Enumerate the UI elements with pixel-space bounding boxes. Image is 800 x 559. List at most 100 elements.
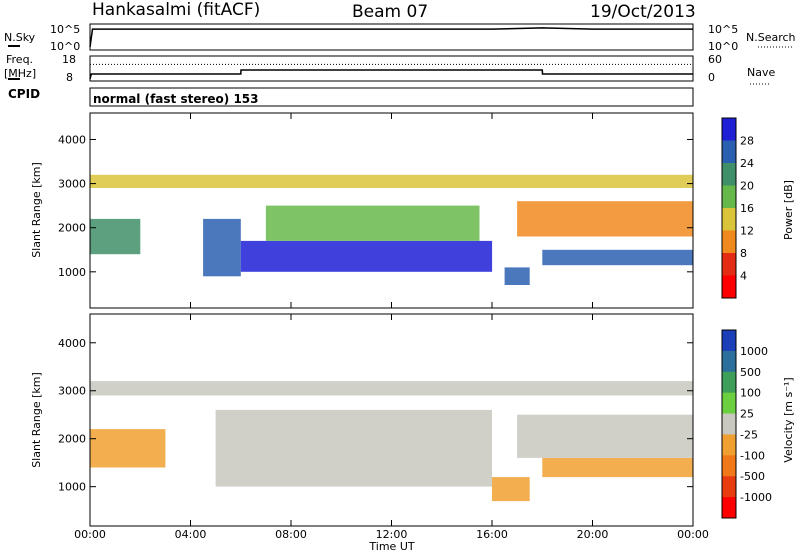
velocity-cbar-label: Velocity [m s⁻¹]: [782, 377, 795, 462]
noise-panel: N.Sky 10^5 10^0 10^5 10^0 N.Search: [4, 23, 796, 53]
nsky-series-line: [89, 27, 693, 48]
time-axis-ticks: 00:00 04:00 08:00 12:00 16:00 20:00 00:00: [74, 113, 709, 541]
nsky-label: N.Sky: [4, 31, 36, 44]
data-region: [504, 267, 530, 285]
colorbar-swatch: [722, 185, 736, 209]
data-region: [90, 218, 141, 255]
x-tick-label: 04:00: [175, 528, 207, 541]
freq-right-tick-top: 60: [708, 53, 722, 66]
y-tick-label: 2000: [58, 222, 86, 235]
y-tick-label: 2000: [58, 433, 86, 446]
power-cbar-label: Power [dB]: [782, 180, 795, 240]
freq-series-line: [89, 69, 693, 80]
nsearch-label: N.Search: [746, 31, 796, 44]
x-tick-label: 16:00: [476, 528, 508, 541]
velocity-ylabel: Slant Range [km]: [30, 372, 43, 468]
noise-left-tick-top: 10^5: [50, 23, 80, 36]
data-region: [492, 477, 530, 502]
data-region: [265, 205, 480, 241]
power-ylabel: Slant Range [km]: [30, 162, 43, 258]
noise-left-tick-bottom: 10^0: [50, 40, 80, 53]
colorbar-swatch: [722, 455, 736, 477]
colorbar-swatch: [722, 163, 736, 186]
data-region: [215, 409, 492, 487]
data-region: [90, 174, 693, 188]
y-tick-label: 1000: [58, 481, 86, 494]
freq-label: Freq.: [6, 53, 33, 66]
x-tick-label: 08:00: [275, 528, 307, 541]
power-yticks: 4000 3000 2000 1000: [58, 133, 693, 279]
power-data-cells: [90, 174, 694, 285]
colorbar-swatch: [722, 434, 736, 456]
y-tick-label: 3000: [58, 385, 86, 398]
colorbar-swatch: [722, 230, 736, 254]
data-region: [90, 429, 166, 468]
colorbar-tick-label: 25: [740, 408, 754, 421]
colorbar-tick-label: -25: [740, 428, 758, 441]
data-region: [203, 218, 241, 277]
colorbar-tick-label: 100: [740, 387, 761, 400]
colorbar-swatch: [722, 275, 736, 299]
freq-panel: Freq. [MHz] 18 8 60 0 Nave: [4, 53, 775, 85]
colorbar-swatch: [722, 497, 736, 519]
data-region: [542, 457, 694, 478]
data-region: [240, 240, 493, 272]
x-tick-label: 20:00: [577, 528, 609, 541]
colorbar-swatch: [722, 208, 736, 231]
colorbar-tick-label: -1000: [740, 491, 772, 504]
velocity-yticks: 4000 3000 2000 1000: [58, 337, 693, 494]
cpid-text: normal (fast stereo) 153: [93, 92, 259, 106]
freq-panel-frame: [89, 55, 694, 82]
beam-title: Beam 07: [352, 2, 428, 22]
data-region: [517, 414, 693, 458]
time-axis-label: Time UT: [368, 540, 414, 553]
colorbar-tick-label: 500: [740, 366, 761, 379]
y-tick-label: 4000: [58, 337, 86, 350]
colorbar-tick-label: 4: [740, 270, 747, 283]
colorbar-swatch: [722, 350, 736, 373]
freq-left-tick-top: 18: [62, 53, 76, 66]
colorbar-swatch: [722, 330, 736, 352]
x-tick-label: 00:00: [74, 528, 106, 541]
colorbar-tick-label: 12: [740, 225, 754, 238]
x-tick-label: 12:00: [376, 528, 408, 541]
data-region: [90, 381, 693, 396]
colorbar-swatch: [722, 253, 736, 276]
colorbar-tick-label: -500: [740, 470, 765, 483]
colorbar-tick-label: 8: [740, 247, 747, 260]
freq-left-tick-bottom: 8: [66, 71, 73, 84]
velocity-data-cells: [90, 381, 694, 502]
colorbar-tick-label: 20: [740, 180, 754, 193]
noise-right-tick-top: 10^5: [708, 23, 738, 36]
colorbar-swatch: [722, 476, 736, 498]
colorbar-swatch: [722, 371, 736, 394]
data-region: [517, 201, 693, 237]
colorbar-tick-label: 1000: [740, 345, 768, 358]
x-tick-label: 00:00: [677, 528, 709, 541]
freq-unit-label: [MHz]: [4, 67, 36, 80]
colorbar-tick-label: 24: [740, 157, 754, 170]
colorbar-swatch: [722, 118, 736, 141]
y-tick-label: 1000: [58, 266, 86, 279]
colorbar-swatch: [722, 392, 736, 415]
velocity-panel: Slant Range [km] 4000 3000 2000 1000 1000 50…: [30, 313, 795, 527]
colorbar-frame: [721, 329, 737, 519]
colorbar-frame: [721, 117, 737, 299]
cpid-panel-frame: [89, 87, 694, 107]
freq-right-tick-bottom: 0: [708, 71, 715, 84]
y-tick-label: 4000: [58, 133, 86, 146]
velocity-colorbar: 1000 500 100 25 -25 -100 -500 -1000: [721, 329, 772, 519]
date-title: 19/Oct/2013: [590, 2, 696, 22]
nave-label: Nave: [747, 66, 775, 79]
colorbar-swatch: [722, 140, 736, 164]
colorbar-tick-label: -100: [740, 449, 765, 462]
noise-panel-frame: [89, 23, 694, 51]
colorbar-swatch: [722, 413, 736, 435]
colorbar-tick-label: 28: [740, 135, 754, 148]
power-panel: Slant Range [km] 4000 3000 2000 1000 28 24 20…: [30, 112, 795, 309]
station-title: Hankasalmi (fitACF): [92, 0, 260, 20]
y-tick-label: 3000: [58, 178, 86, 191]
cpid-panel: CPID normal (fast stereo) 153: [8, 87, 694, 107]
power-colorbar: 28 24 20 16 12 8 4: [721, 117, 754, 299]
